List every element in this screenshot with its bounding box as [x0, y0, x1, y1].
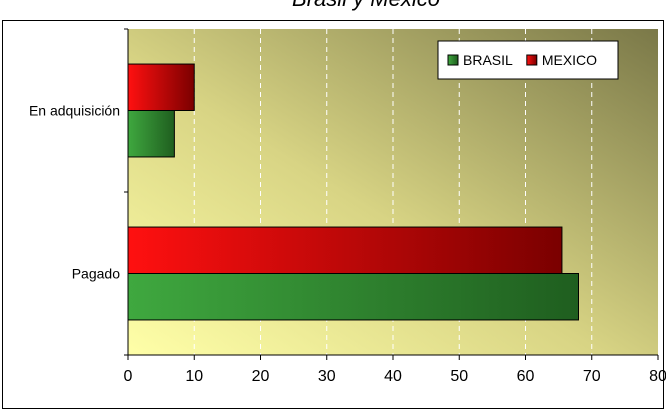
- legend-label-mexico: MEXICO: [542, 52, 597, 68]
- x-tick-label-8: 80: [649, 368, 666, 385]
- x-tick-label-2: 20: [252, 368, 270, 385]
- bar-brasil-0: [127, 110, 175, 158]
- bar-mexico-1: [127, 226, 563, 274]
- bar-brasil-1: [127, 273, 579, 321]
- legend-label-brasil: BRASIL: [463, 52, 513, 68]
- category-label-1: Pagado: [72, 266, 120, 282]
- axes: [124, 28, 659, 360]
- x-tick-label-7: 70: [583, 368, 601, 385]
- chart-frame: [2, 20, 664, 409]
- x-tick-label-1: 10: [185, 368, 203, 385]
- legend-swatch-brasil: [447, 54, 459, 66]
- bars: [127, 63, 579, 321]
- x-tick-label-3: 30: [318, 368, 336, 385]
- chart-title: Brasil y México: [292, 0, 440, 11]
- legend-swatch-mexico: [526, 54, 538, 66]
- category-labels: En adquisición Pagado: [29, 103, 120, 282]
- legend: BRASIL MEXICO: [437, 40, 619, 80]
- tick-labels: 0 10 20 30 40 50 60 70 80: [124, 368, 666, 385]
- legend-box: [437, 40, 619, 80]
- x-tick-label-4: 40: [384, 368, 402, 385]
- bar-mexico-0: [127, 63, 195, 111]
- x-tick-label-5: 50: [450, 368, 468, 385]
- x-tick-label-6: 60: [517, 368, 535, 385]
- x-tick-label-0: 0: [124, 368, 133, 385]
- category-label-0: En adquisición: [29, 103, 120, 119]
